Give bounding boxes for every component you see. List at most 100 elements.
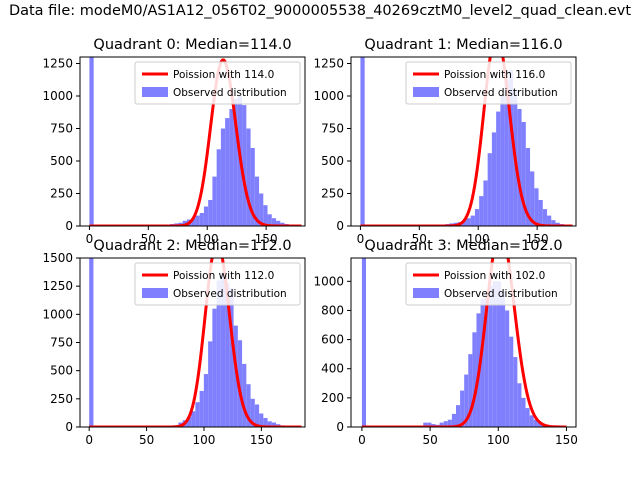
histogram-bar <box>280 222 285 226</box>
histogram-bar <box>547 215 552 226</box>
x-tick-label: 0 <box>85 433 93 447</box>
histogram-bar <box>191 411 196 427</box>
histogram-bar <box>259 413 264 427</box>
legend: Poission with 112.0 Observed distribution <box>134 262 301 306</box>
quadrant-3-axes: 0 50 100 150 0 200 400 600 800 1000 Quadrant 3: Me… <box>313 238 578 447</box>
histogram-bar <box>263 417 268 427</box>
figure-suptitle: Data file: modeM0/AS1A12_056T02_90000055… <box>8 3 632 19</box>
quadrant-title: Quadrant 2: Median=112.0 <box>93 238 291 254</box>
y-tick-label: 0 <box>336 219 344 233</box>
histogram-bar <box>267 421 272 427</box>
y-tick-label: 1250 <box>42 279 73 293</box>
x-tick-label: 50 <box>141 232 156 246</box>
histogram-bar <box>89 258 94 427</box>
histogram-bar <box>195 215 200 226</box>
histogram-bar <box>537 422 542 427</box>
histogram-bar <box>199 390 204 427</box>
quadrant-title: Quadrant 1: Median=116.0 <box>364 37 562 53</box>
histogram-bar <box>538 200 543 226</box>
legend: Poission with 114.0 Observed distribution <box>134 61 301 105</box>
histogram-bar <box>466 218 471 226</box>
y-tick-label: 200 <box>321 391 344 405</box>
histogram-bar <box>488 285 493 427</box>
quadrant-1-axes: 0 50 100 150 0 250 500 750 1000 1250 Quadrant 1: M… <box>313 37 577 246</box>
y-tick-label: 0 <box>336 420 344 434</box>
histogram-bar <box>361 258 366 427</box>
x-tick-label: 0 <box>357 232 365 246</box>
histogram-bar <box>492 281 497 427</box>
histogram-bar <box>271 422 277 427</box>
legend-bar-swatch <box>413 288 439 298</box>
histogram-bar <box>480 298 485 427</box>
histogram-bar <box>208 200 213 226</box>
legend-poisson-label: Poission with 116.0 <box>444 69 545 81</box>
legend-poisson-label: Poission with 114.0 <box>173 69 274 81</box>
histogram-bar <box>534 188 539 226</box>
quadrant-1-plot-area <box>360 57 573 226</box>
poisson-curve <box>89 58 302 226</box>
histogram-bar <box>496 111 501 226</box>
histogram-bar <box>259 193 264 226</box>
histogram-bar <box>496 281 501 427</box>
legend-box <box>134 262 301 306</box>
histogram-bar <box>186 416 192 427</box>
x-tick-label: 100 <box>196 232 219 246</box>
histogram-bar <box>254 176 260 226</box>
quadrant-title: Quadrant 0: Median=114.0 <box>93 37 291 53</box>
histogram-bar <box>250 398 255 427</box>
y-tick-label: 1250 <box>313 57 344 71</box>
legend-observed-label: Observed distribution <box>444 87 558 99</box>
histogram-bar <box>464 374 469 427</box>
histogram-bar <box>505 310 510 427</box>
y-tick-label: 400 <box>321 362 344 376</box>
histogram-bar <box>182 220 187 226</box>
quadrant-title: Quadrant 3: Median=102.0 <box>364 238 562 254</box>
histogram-bar <box>460 390 465 427</box>
y-tick-label: 500 <box>50 364 73 378</box>
x-tick-label: 150 <box>555 433 578 447</box>
y-tick-label: 1000 <box>313 274 344 288</box>
histogram-bar <box>517 109 522 226</box>
y-tick-label: 250 <box>50 392 73 406</box>
histogram-bar <box>271 218 277 226</box>
histogram-bar <box>246 384 251 427</box>
x-tick-label: 100 <box>193 433 216 447</box>
histogram-bar <box>491 132 497 226</box>
axes-frame <box>350 56 577 227</box>
quadrant-0-plot-area <box>89 57 302 226</box>
y-tick-label: 250 <box>321 187 344 201</box>
histogram-bar <box>479 196 484 226</box>
histogram-bar <box>254 404 260 427</box>
histogram-bar <box>208 341 213 427</box>
histogram-bar <box>423 422 428 427</box>
y-tick-label: 1000 <box>42 307 73 321</box>
histogram-bar <box>250 148 255 226</box>
x-tick-label: 150 <box>526 232 549 246</box>
histogram-bar <box>530 171 535 226</box>
histogram-bar <box>195 402 200 427</box>
legend-box <box>405 61 572 105</box>
histogram-bar <box>439 422 444 427</box>
histogram-bar <box>212 176 217 226</box>
histogram-bar <box>508 70 514 226</box>
y-tick-label: 0 <box>65 219 73 233</box>
y-tick-label: 500 <box>321 154 344 168</box>
histogram-bar <box>191 218 196 226</box>
histogram-bar <box>451 413 456 427</box>
x-tick-label: 50 <box>139 433 154 447</box>
histogram-bar <box>263 205 268 226</box>
x-tick-label: 100 <box>467 232 490 246</box>
histogram-bar <box>229 288 234 427</box>
histogram-bar <box>456 405 461 427</box>
y-tick-label: 1500 <box>42 251 73 265</box>
legend-bar-swatch <box>142 288 168 298</box>
histogram-bar <box>521 122 526 226</box>
histogram-bar <box>501 291 506 427</box>
histogram-bar <box>525 408 530 427</box>
legend-poisson-label: Poission with 102.0 <box>444 270 545 282</box>
histogram-bar <box>551 220 556 226</box>
legend-observed-label: Observed distribution <box>444 288 558 300</box>
histogram-bar <box>474 209 480 226</box>
histogram-bar <box>533 419 538 427</box>
